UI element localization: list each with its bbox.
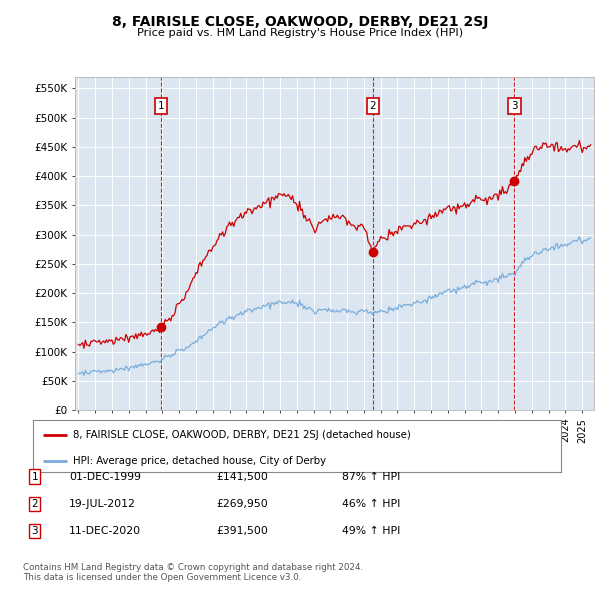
Text: 19-JUL-2012: 19-JUL-2012 [69, 499, 136, 509]
Text: 8, FAIRISLE CLOSE, OAKWOOD, DERBY, DE21 2SJ: 8, FAIRISLE CLOSE, OAKWOOD, DERBY, DE21 … [112, 15, 488, 30]
Text: 49% ↑ HPI: 49% ↑ HPI [342, 526, 400, 536]
Text: 2: 2 [370, 101, 376, 111]
Text: 01-DEC-1999: 01-DEC-1999 [69, 472, 141, 481]
Text: 11-DEC-2020: 11-DEC-2020 [69, 526, 141, 536]
Text: £269,950: £269,950 [216, 499, 268, 509]
Text: Contains HM Land Registry data © Crown copyright and database right 2024.
This d: Contains HM Land Registry data © Crown c… [23, 563, 363, 582]
Text: 3: 3 [31, 526, 38, 536]
Text: £141,500: £141,500 [216, 472, 268, 481]
Text: Price paid vs. HM Land Registry's House Price Index (HPI): Price paid vs. HM Land Registry's House … [137, 28, 463, 38]
Text: 3: 3 [511, 101, 518, 111]
Text: 8, FAIRISLE CLOSE, OAKWOOD, DERBY, DE21 2SJ (detached house): 8, FAIRISLE CLOSE, OAKWOOD, DERBY, DE21 … [73, 430, 410, 440]
Text: 1: 1 [158, 101, 164, 111]
Text: 2: 2 [31, 499, 38, 509]
Text: £391,500: £391,500 [216, 526, 268, 536]
Text: 1: 1 [31, 472, 38, 481]
Text: HPI: Average price, detached house, City of Derby: HPI: Average price, detached house, City… [73, 455, 326, 466]
Text: 87% ↑ HPI: 87% ↑ HPI [342, 472, 400, 481]
Text: 46% ↑ HPI: 46% ↑ HPI [342, 499, 400, 509]
